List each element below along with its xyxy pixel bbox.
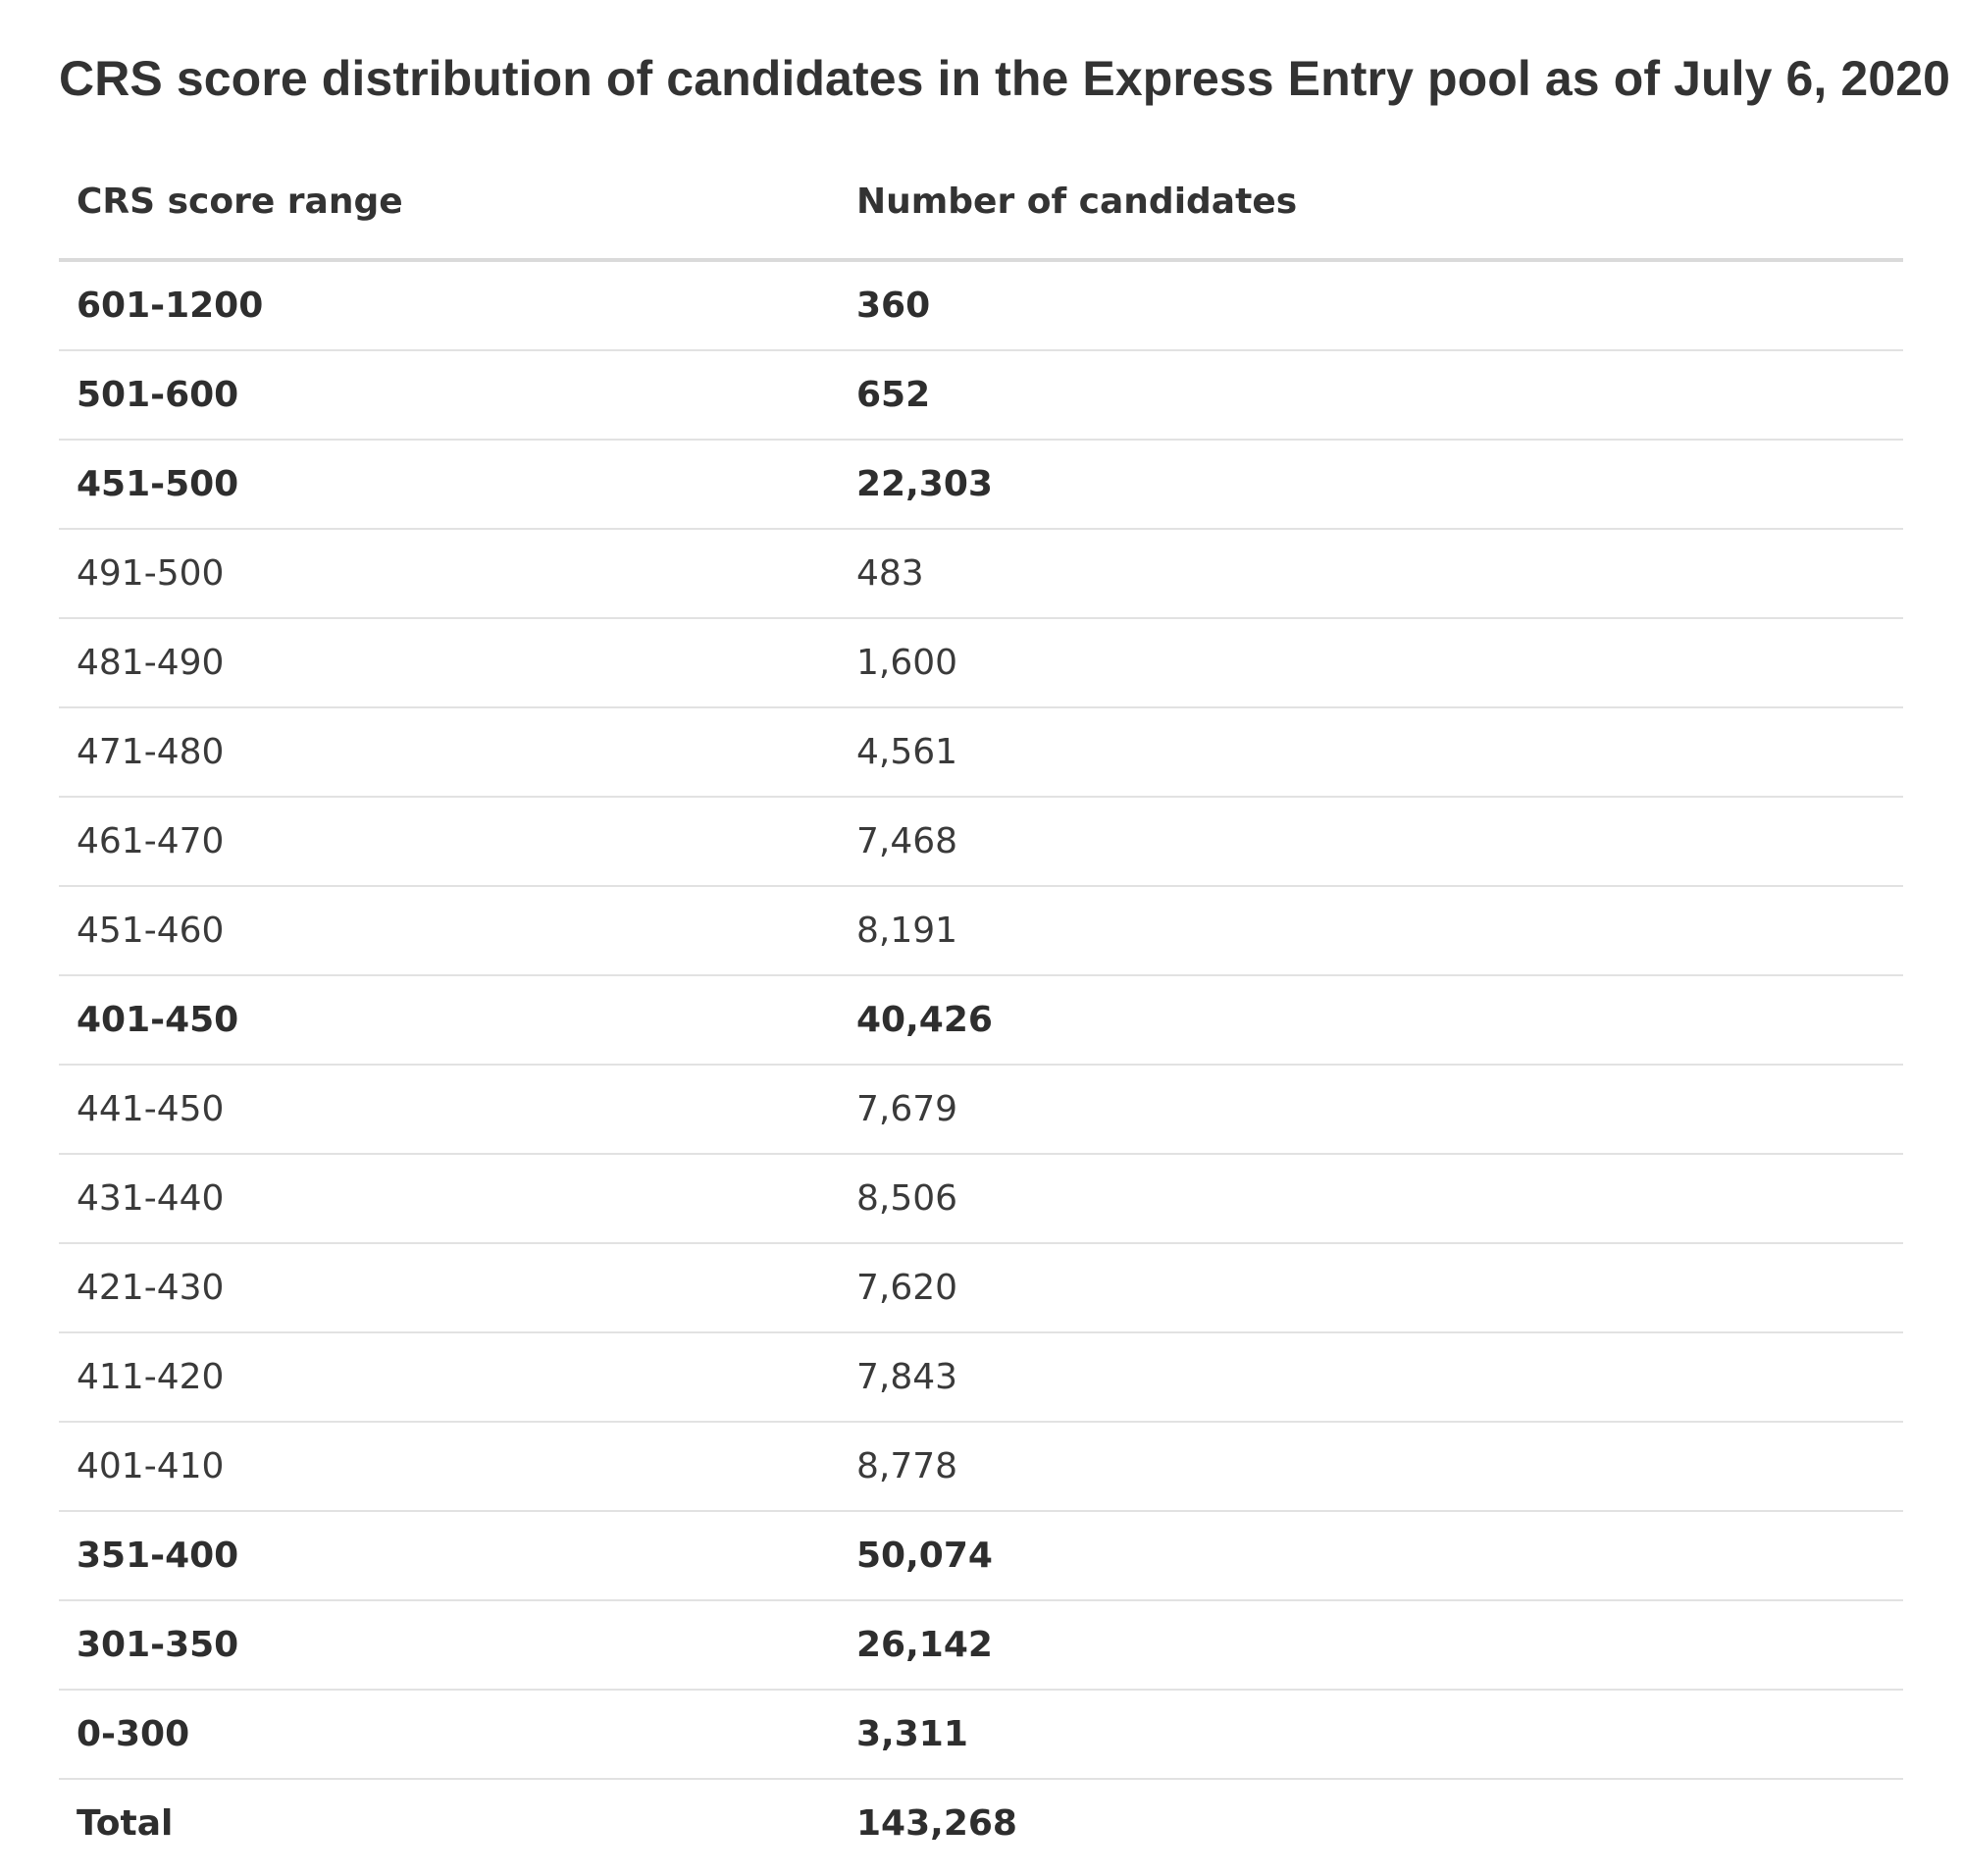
candidate-count-cell: 7,843: [839, 1332, 1903, 1423]
candidate-count-cell: 143,268: [856, 1803, 1017, 1844]
table-row: 431-440 8,506: [59, 1154, 1903, 1244]
page-title: CRS score distribution of candidates in …: [59, 51, 1951, 106]
table-row: 601-1200 360: [59, 260, 1903, 351]
crs-score-range-cell: 491-500: [59, 529, 839, 619]
total-row: Total 143,268: [59, 1779, 1903, 1867]
crs-score-range-cell: 351-400: [59, 1511, 839, 1601]
candidate-count-cell: 40,426: [839, 975, 1903, 1066]
crs-score-range-cell: 411-420: [59, 1332, 839, 1423]
crs-score-range-cell: 501-600: [59, 350, 839, 441]
table-row: 0-300 3,311: [59, 1690, 1903, 1780]
candidate-count-cell: 8,506: [839, 1154, 1903, 1244]
candidate-count-cell: 7,620: [839, 1243, 1903, 1333]
table-row: 451-460 8,191: [59, 886, 1903, 976]
table-body: 601-1200 360 501-600 652 451-500 22,303 491-50…: [59, 260, 1903, 1867]
crs-score-range-cell: 471-480: [59, 707, 839, 798]
table-row: 301-350 26,142: [59, 1600, 1903, 1691]
page: CRS score distribution of candidates in …: [59, 0, 1951, 1867]
table-row: 411-420 7,843: [59, 1332, 1903, 1423]
table-row: 401-410 8,778: [59, 1422, 1903, 1512]
crs-score-range-cell: 0-300: [59, 1690, 839, 1780]
candidate-count-cell: 50,074: [839, 1511, 1903, 1601]
table-row: 401-450 40,426: [59, 975, 1903, 1066]
table-row: 471-480 4,561: [59, 707, 1903, 798]
candidate-count-cell: 483: [839, 529, 1903, 619]
crs-score-range-cell: 431-440: [59, 1154, 839, 1244]
table-row: 441-450 7,679: [59, 1065, 1903, 1155]
crs-score-range-cell: 461-470: [59, 797, 839, 887]
candidate-count-cell: 3,311: [839, 1690, 1903, 1780]
table-row: 461-470 7,468: [59, 797, 1903, 887]
table-row: 421-430 7,620: [59, 1243, 1903, 1333]
candidate-count-cell: 1,600: [839, 618, 1903, 708]
crs-distribution-table: CRS score range Number of candidates 601…: [59, 152, 1903, 1867]
candidate-count-cell: 8,191: [839, 886, 1903, 976]
crs-score-range-cell: 401-450: [59, 975, 839, 1066]
candidate-count-cell: 4,561: [839, 707, 1903, 798]
candidate-count-cell: 7,679: [839, 1065, 1903, 1155]
crs-score-range-cell: Total: [77, 1803, 174, 1844]
table-header-row: CRS score range Number of candidates: [59, 152, 1903, 262]
crs-score-range-cell: 401-410: [59, 1422, 839, 1512]
table-row: 491-500 483: [59, 529, 1903, 619]
table-row: 501-600 652: [59, 350, 1903, 441]
candidate-count-cell: 652: [839, 350, 1903, 441]
table-row: 481-490 1,600: [59, 618, 1903, 708]
candidate-count-cell: 7,468: [839, 797, 1903, 887]
candidate-count-cell: 26,142: [839, 1600, 1903, 1691]
candidate-count-cell: 22,303: [839, 440, 1903, 530]
crs-score-range-cell: 441-450: [59, 1065, 839, 1155]
column-header-number-of-candidates: Number of candidates: [839, 152, 1903, 262]
crs-score-range-cell: 421-430: [59, 1243, 839, 1333]
candidate-count-cell: 8,778: [839, 1422, 1903, 1512]
crs-score-range-cell: 481-490: [59, 618, 839, 708]
crs-score-range-cell: 601-1200: [59, 260, 839, 351]
crs-score-range-cell: 451-500: [59, 440, 839, 530]
table-header: CRS score range Number of candidates: [59, 152, 1903, 262]
table-row: 351-400 50,074: [59, 1511, 1903, 1601]
crs-score-range-cell: 301-350: [59, 1600, 839, 1691]
table-row: 451-500 22,303: [59, 440, 1903, 530]
crs-score-range-cell: 451-460: [59, 886, 839, 976]
column-header-crs-score-range: CRS score range: [59, 152, 839, 262]
candidate-count-cell: 360: [839, 260, 1903, 351]
